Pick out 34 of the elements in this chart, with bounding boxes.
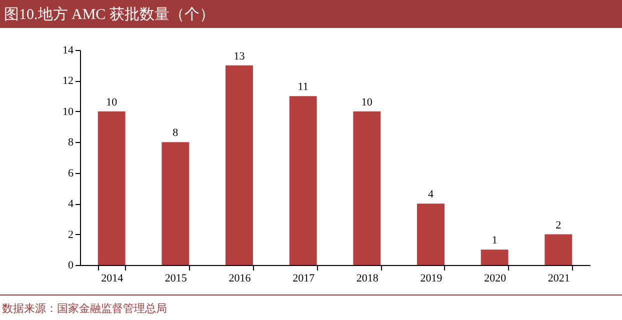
x-tick-label: 2017 <box>292 272 316 284</box>
y-tick-label: 8 <box>68 136 74 149</box>
y-tick-label: 0 <box>68 260 74 272</box>
y-tick-label: 12 <box>62 75 74 88</box>
y-tick-label: 6 <box>68 167 74 180</box>
data-label: 1 <box>492 234 498 247</box>
x-tick-label: 2016 <box>228 272 252 284</box>
data-label: 11 <box>298 81 308 94</box>
data-label: 4 <box>428 188 434 201</box>
y-tick-label: 10 <box>62 106 74 118</box>
bar <box>353 111 381 265</box>
data-label: 13 <box>234 50 246 62</box>
chart-title: 图10.地方 AMC 获批数量（个） <box>4 6 214 23</box>
data-label: 2 <box>556 219 562 232</box>
bar <box>162 142 190 265</box>
source-note: 数据来源：国家金融监督管理总局 <box>2 302 167 315</box>
bar <box>417 204 444 265</box>
data-label: 10 <box>361 96 373 108</box>
data-label: 10 <box>106 96 118 108</box>
bar <box>226 65 253 265</box>
bar <box>480 250 508 265</box>
x-tick-label: 2018 <box>356 272 379 284</box>
x-tick-label: 2020 <box>484 272 507 284</box>
x-tick-label: 2021 <box>548 272 570 284</box>
bar <box>289 96 317 265</box>
y-tick-label: 2 <box>68 228 74 241</box>
y-tick-label: 4 <box>68 198 74 210</box>
data-label: 8 <box>172 127 179 140</box>
x-tick-label: 2014 <box>101 272 124 284</box>
y-tick-label: 14 <box>62 44 74 56</box>
x-tick-label: 2019 <box>420 272 443 284</box>
x-tick-label: 2015 <box>164 272 188 284</box>
bar <box>544 234 572 265</box>
bar <box>98 111 126 265</box>
